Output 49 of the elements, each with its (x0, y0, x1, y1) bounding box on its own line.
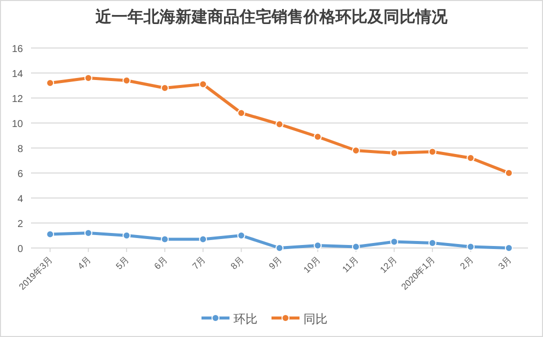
x-tick-label: 7月 (190, 254, 208, 272)
point (276, 244, 284, 252)
point (466, 154, 475, 162)
point (237, 109, 246, 117)
point (160, 235, 169, 244)
point (122, 76, 131, 84)
point (46, 79, 54, 87)
point (199, 80, 208, 88)
y-tick-label: 8 (17, 144, 24, 155)
point (122, 232, 131, 240)
point (84, 229, 92, 237)
point (84, 74, 92, 82)
y-tick-label: 4 (17, 194, 24, 205)
point (237, 232, 246, 240)
point (314, 242, 322, 250)
y-tick-label: 2 (17, 219, 24, 230)
y-tick-label: 14 (12, 69, 24, 80)
x-tick-label: 3月 (496, 254, 514, 272)
legend-label: 同比 (304, 312, 328, 326)
point (466, 242, 475, 251)
x-tick-label: 9月 (266, 254, 284, 272)
point (352, 242, 360, 251)
x-tick-label: 4月 (76, 254, 93, 272)
x-tick-label: 2月 (458, 254, 476, 272)
y-tick-label: 6 (17, 169, 24, 180)
point (390, 238, 398, 246)
point (504, 169, 513, 177)
chart-title: 近一年北海新建商品住宅销售价格环比及同比情况 (94, 7, 448, 26)
x-tick-label: 10月 (302, 254, 322, 275)
x-tick-label: 11月 (340, 254, 360, 274)
point (199, 235, 208, 244)
point (314, 132, 322, 141)
point (160, 84, 169, 92)
legend-label: 环比 (234, 312, 258, 326)
y-tick-label: 16 (12, 44, 24, 55)
point (46, 230, 54, 238)
y-tick-label: 10 (12, 119, 24, 130)
x-tick-label: 8月 (228, 254, 246, 272)
x-tick-label: 5月 (114, 254, 131, 272)
point (390, 149, 398, 157)
point (276, 120, 284, 128)
x-tick-label: 12月 (378, 254, 399, 275)
point (428, 148, 436, 156)
point (428, 239, 436, 247)
point (352, 146, 360, 154)
y-tick-label: 12 (12, 94, 24, 105)
point (504, 244, 513, 252)
x-tick-label: 6月 (152, 254, 170, 272)
y-tick-label: 0 (17, 244, 24, 255)
